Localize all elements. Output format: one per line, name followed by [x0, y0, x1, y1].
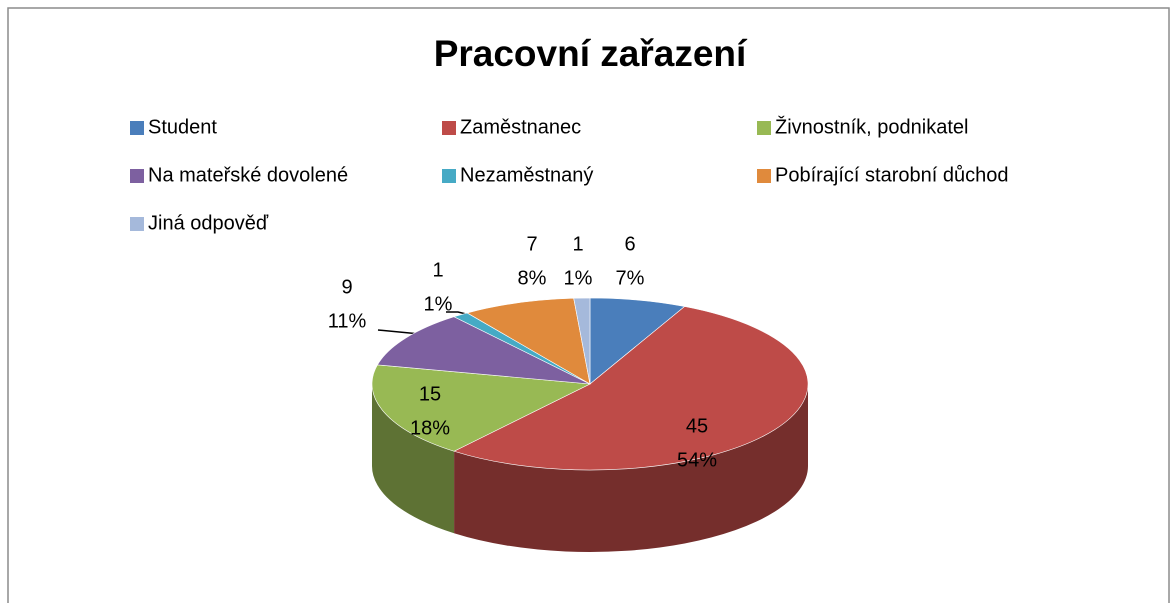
data-label: 15	[419, 383, 441, 405]
legend-swatch	[130, 217, 144, 231]
legend-swatch	[130, 169, 144, 183]
percent-label: 1%	[424, 293, 453, 315]
data-label: 1	[432, 259, 443, 281]
legend-label: Zaměstnanec	[460, 116, 581, 138]
percent-label: 1%	[564, 267, 593, 289]
data-label: 1	[572, 233, 583, 255]
legend-label: Jiná odpověď	[148, 212, 269, 234]
pie-side	[372, 384, 455, 534]
percent-label: 18%	[410, 417, 450, 439]
legend-swatch	[442, 121, 456, 135]
pie-slice	[376, 316, 591, 385]
data-label: 7	[526, 233, 537, 255]
pie-slice	[371, 364, 592, 452]
percent-label: 7%	[616, 267, 645, 289]
legend-swatch	[130, 121, 144, 135]
data-label: 9	[341, 276, 352, 298]
data-label: 6	[624, 233, 635, 255]
percent-label: 11%	[328, 310, 367, 332]
data-label: 45	[686, 415, 708, 437]
pie-slice	[453, 306, 809, 471]
legend-swatch	[757, 121, 771, 135]
legend-swatch	[757, 169, 771, 183]
pie-slice	[573, 297, 591, 385]
percent-label: 54%	[677, 449, 717, 471]
legend-label: Na mateřské dovolené	[148, 164, 348, 186]
pie-slice	[466, 297, 591, 385]
legend-label: Nezaměstnaný	[460, 164, 593, 186]
legend-label: Student	[148, 116, 217, 138]
percent-label: 8%	[518, 267, 547, 289]
leader-line	[446, 311, 467, 315]
legend-label: Živnostník, podnikatel	[775, 115, 968, 138]
legend-label: Pobírající starobní důchod	[775, 164, 1008, 186]
chart-title: Pracovní zařazení	[434, 33, 748, 74]
legend-swatch	[442, 169, 456, 183]
pie-side	[454, 384, 808, 552]
